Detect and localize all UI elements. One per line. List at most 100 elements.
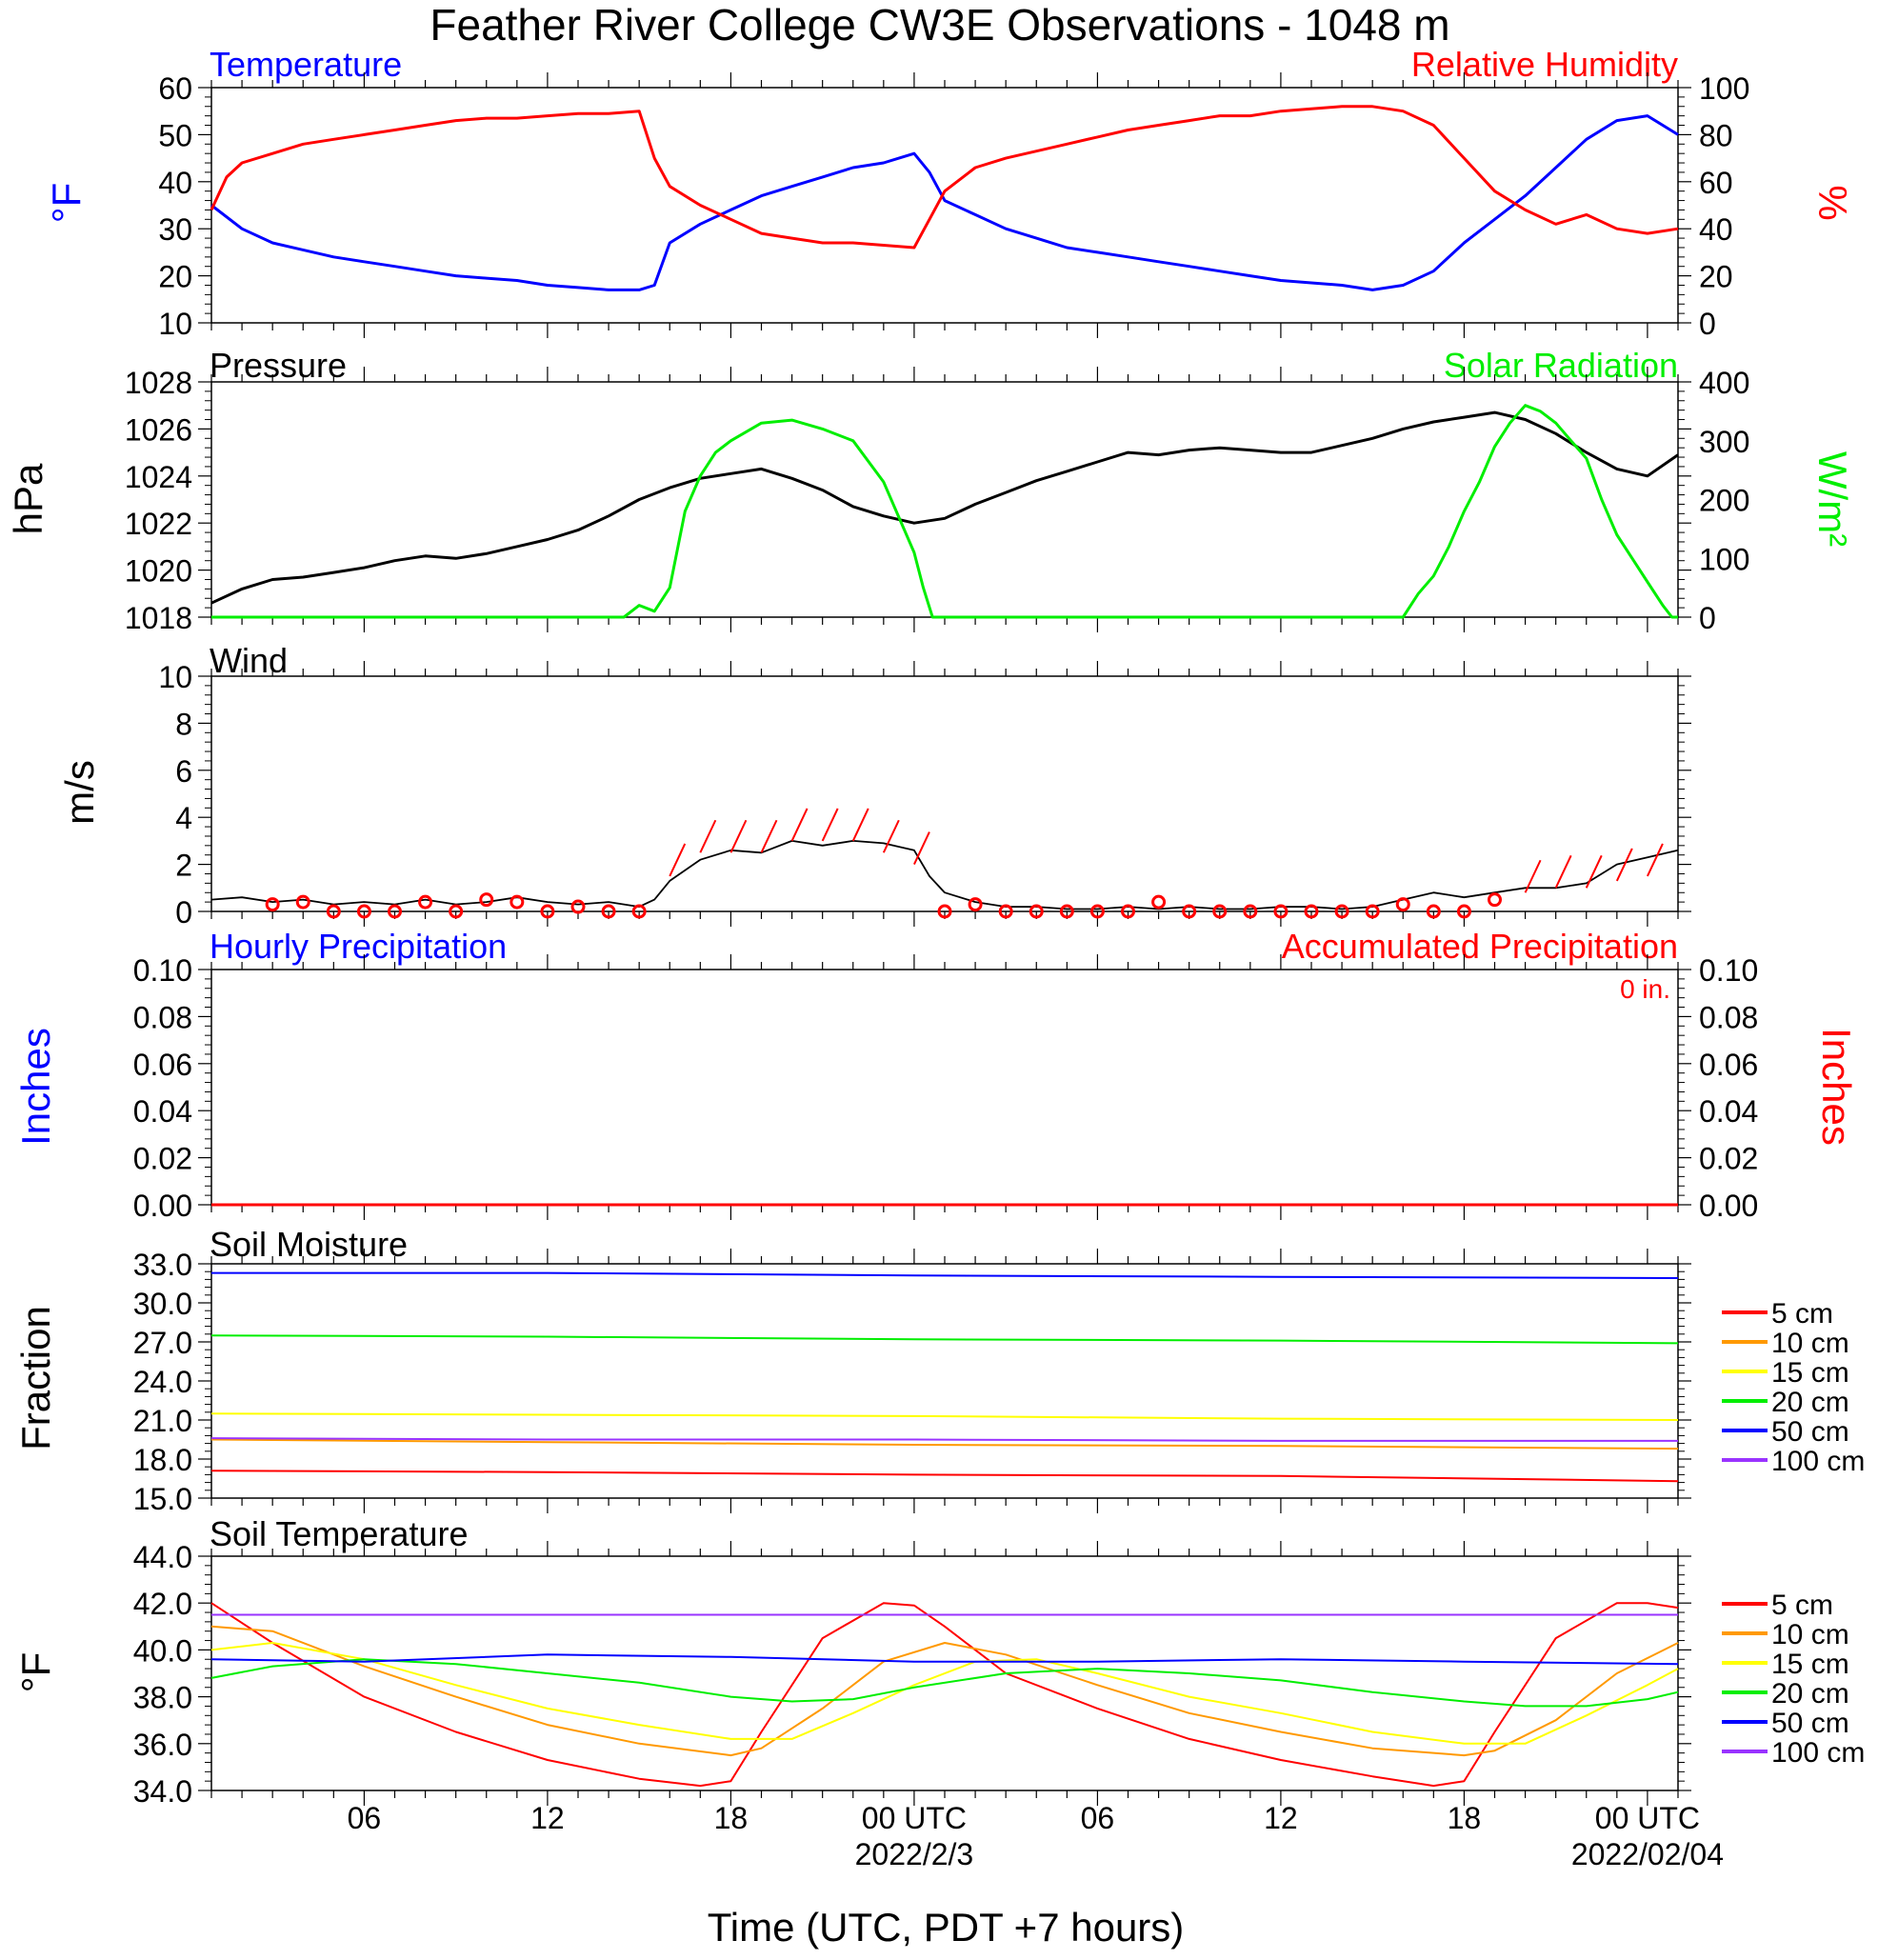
panel-soil-moisture: Soil Moisture Fraction 15.0 18.0 21.0 24.0 2… xyxy=(13,1225,1865,1516)
soil-temp-line-15cm xyxy=(210,1642,1679,1745)
p3-ytick-label: 8 xyxy=(175,707,192,741)
rh-label: Relative Humidity xyxy=(1411,45,1678,84)
soil-moisture-unit: Fraction xyxy=(13,1306,58,1450)
p4-ytick-label: 0.08 xyxy=(133,1000,192,1034)
wind-barb-calm xyxy=(1334,904,1349,919)
wind-barb-calm xyxy=(479,892,494,908)
wind-barb-calm xyxy=(1212,904,1228,919)
p4-ytick-label: 0.02 xyxy=(133,1142,192,1176)
x-tick-label: 18 xyxy=(1448,1801,1482,1835)
p4-ytick-label-right: 0.02 xyxy=(1699,1142,1758,1176)
soil-moisture-line-15cm xyxy=(210,1412,1679,1421)
wind-barb-calm xyxy=(1488,892,1502,908)
p3-frame xyxy=(210,675,1679,912)
p1-ytick-label: 40 xyxy=(158,166,192,200)
x-tick-label: 12 xyxy=(530,1801,565,1835)
x-tick-label: 06 xyxy=(348,1801,382,1835)
wind-barb-calm xyxy=(601,904,616,919)
p5-ytick-label: 30.0 xyxy=(133,1287,192,1321)
wind-barb xyxy=(790,808,809,842)
panel-soil-temperature: Soil Temperature °F 34.0 36.0 38.0 40.0 42.0… xyxy=(13,1514,1865,1809)
wind-unit: m/s xyxy=(57,760,102,825)
wind-barb-calm xyxy=(356,904,371,919)
wind-barb-calm xyxy=(388,904,402,919)
soil-temp-line-50cm xyxy=(210,1653,1679,1666)
p5-ytick-label: 24.0 xyxy=(133,1365,192,1399)
accum-precip-label: Accumulated Precipitation xyxy=(1282,927,1678,966)
p1-ytick-label: 30 xyxy=(158,212,192,247)
solar-unit: W/m² xyxy=(1810,451,1855,547)
wind-barb-calm xyxy=(1365,904,1380,919)
wind-barb xyxy=(821,808,839,842)
p5-ytick-label: 33.0 xyxy=(133,1248,192,1282)
legend-label: 10 cm xyxy=(1771,1619,1849,1650)
p4-ytick-label: 0.06 xyxy=(133,1048,192,1082)
wind-speed-line xyxy=(210,840,1679,910)
wind-barb-calm xyxy=(1089,904,1105,919)
p3-ytick-label: 6 xyxy=(175,754,192,789)
wind-barb-calm xyxy=(937,904,952,919)
p6-ytick-label: 36.0 xyxy=(133,1728,192,1762)
wind-barb xyxy=(1585,854,1603,889)
p1-ytick-label-right: 80 xyxy=(1699,118,1733,152)
legend-label: 100 cm xyxy=(1771,1737,1865,1769)
wind-barb-calm xyxy=(1273,904,1289,919)
p4-ytick-label-right: 0.08 xyxy=(1699,1000,1758,1034)
p4-ytick-label-right: 0.04 xyxy=(1699,1094,1758,1129)
p1-ytick-label: 20 xyxy=(158,260,192,294)
wind-barb xyxy=(1524,859,1542,893)
solar-radiation-line xyxy=(211,404,1678,619)
wind-barb-calm xyxy=(1029,904,1044,919)
x-axis-title: Time (UTC, PDT +7 hours) xyxy=(708,1905,1185,1950)
relative-humidity-line xyxy=(210,105,1679,250)
wind-barb xyxy=(1647,843,1664,877)
p2-ytick-label: 1018 xyxy=(125,601,192,635)
legend-label: 100 cm xyxy=(1771,1446,1865,1477)
wind-barb-calm xyxy=(326,904,341,919)
legend-label: 15 cm xyxy=(1771,1357,1849,1389)
p2-ytick-label: 1028 xyxy=(125,366,192,400)
wind-barb-calm xyxy=(1395,897,1410,912)
p5-ytick-label: 27.0 xyxy=(133,1326,192,1360)
p5-frame xyxy=(210,1263,1679,1499)
wind-barb-calm xyxy=(1426,904,1441,919)
wind-barb-calm xyxy=(1151,894,1167,910)
wind-barb-calm xyxy=(1182,904,1197,919)
legend-label: 15 cm xyxy=(1771,1649,1849,1680)
p6-ytick-label: 38.0 xyxy=(133,1681,192,1715)
solar-label: Solar Radiation xyxy=(1444,346,1678,385)
wind-barb-calm xyxy=(540,904,555,919)
soil-moisture-line-5cm xyxy=(210,1470,1679,1483)
wind-barb xyxy=(669,843,687,877)
panel-wind: Wind m/s 0 2 4 6 8 10 xyxy=(57,641,1691,930)
soil-moisture-line-20cm xyxy=(210,1334,1679,1345)
p4-ytick-label: 0.00 xyxy=(133,1189,192,1223)
panel-temp-rh: Temperature Relative Humidity °F % 10 20 3… xyxy=(44,45,1855,341)
p2-ytick-label-right: 400 xyxy=(1699,366,1749,400)
p1-ytick-label-right: 0 xyxy=(1699,307,1716,341)
p1-ytick-label-right: 60 xyxy=(1699,166,1733,200)
wind-barb xyxy=(882,819,900,853)
legend-label: 10 cm xyxy=(1771,1328,1849,1359)
legend-label: 50 cm xyxy=(1771,1708,1849,1739)
p4-ytick-label-right: 0.06 xyxy=(1699,1048,1758,1082)
wind-barb xyxy=(1615,848,1633,882)
soil-temp-unit: °F xyxy=(13,1652,58,1692)
p1-ytick-label: 60 xyxy=(158,71,192,106)
p2-ytick-label-right: 100 xyxy=(1699,542,1749,576)
p2-ytick-label-right: 200 xyxy=(1699,484,1749,518)
wind-barb-calm xyxy=(449,904,464,919)
x-tick-label: 18 xyxy=(714,1801,749,1835)
p4-frame xyxy=(210,969,1679,1206)
chart-title: Feather River College CW3E Observations … xyxy=(430,0,1449,50)
temperature-unit: °F xyxy=(44,183,89,223)
wind-label: Wind xyxy=(210,641,288,680)
legend-label: 5 cm xyxy=(1771,1590,1833,1621)
p3-ytick-label: 4 xyxy=(175,801,192,835)
p5-ytick-label: 21.0 xyxy=(133,1404,192,1438)
p1-ytick-label-right: 100 xyxy=(1699,71,1749,106)
soil-temp-line-20cm xyxy=(210,1658,1679,1708)
wind-barb-calm xyxy=(295,894,310,910)
